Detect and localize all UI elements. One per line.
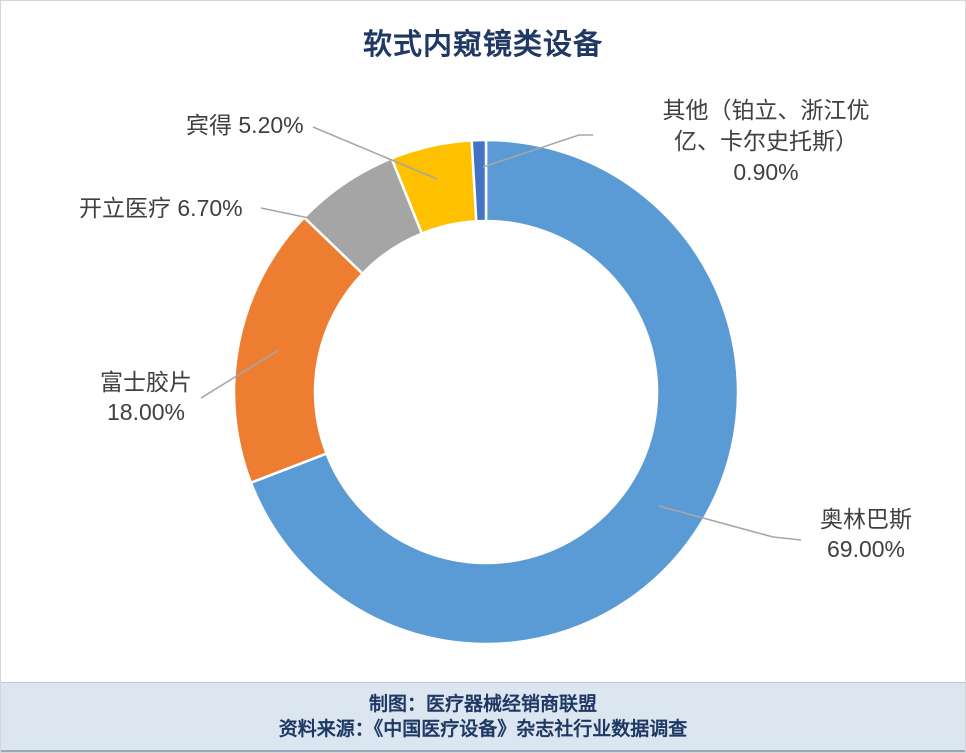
label-others-value: 0.90% [733, 159, 799, 185]
label-pentax: 宾得 5.20% [186, 112, 304, 138]
leader-lines [200, 126, 802, 541]
label-olympus-name: 奥林巴斯 [820, 506, 912, 532]
leader-line-sonoscape [260, 207, 310, 219]
label-others-line1: 其他（铂立、浙江优 [662, 97, 870, 123]
label-olympus-value: 69.00% [826, 536, 905, 562]
footer-credit: 制图：医疗器械经销商联盟 [368, 694, 597, 715]
leader-line-others [482, 134, 593, 168]
pie-slice-1 [232, 216, 364, 484]
leader-line-olympus [658, 505, 802, 541]
label-fujifilm-value: 18.00% [106, 399, 185, 425]
leader-line-fujifilm [200, 349, 280, 399]
label-others: 其他（铂立、浙江优 亿、卡尔史托斯） 0.90% [576, 95, 956, 188]
donut-slices [232, 138, 740, 646]
label-sonoscape: 开立医疗 6.70% [79, 195, 243, 221]
pie-slice-0 [249, 138, 740, 646]
label-fujifilm-name: 富士胶片 [100, 369, 192, 395]
label-others-line2: 亿、卡尔史托斯） [674, 128, 858, 154]
footer-source: 资料来源：《中国医疗设备》杂志社行业数据调查 [278, 719, 688, 740]
chart-title: 软式内窥镜类设备 [362, 29, 603, 61]
pie-slice-4 [470, 138, 488, 223]
chart-footer: 制图：医疗器械经销商联盟 资料来源：《中国医疗设备》杂志社行业数据调查 [1, 682, 965, 752]
label-fujifilm: 富士胶片 18.00% [76, 367, 216, 427]
leader-line-pentax [312, 126, 438, 180]
label-olympus: 奥林巴斯 69.00% [796, 504, 936, 564]
